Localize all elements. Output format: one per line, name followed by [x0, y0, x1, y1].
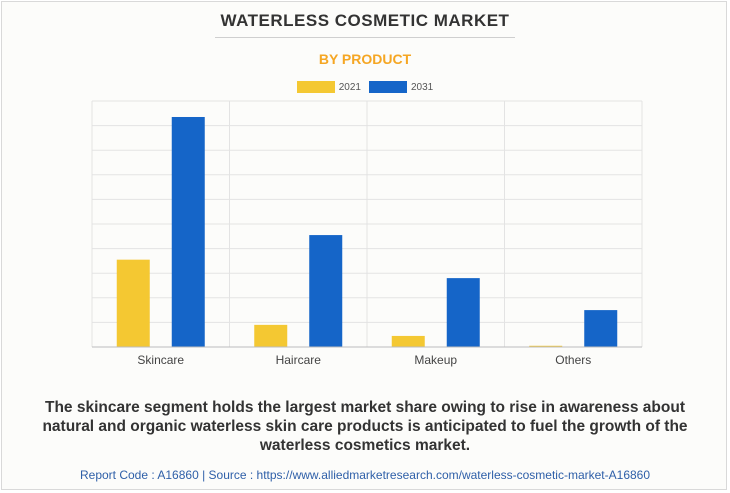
legend-swatch-2031	[369, 81, 407, 93]
bar-2021-others	[529, 345, 563, 347]
x-tick-label-others: Others	[555, 353, 591, 367]
legend-swatch-2021	[296, 81, 335, 93]
legend-label-2031: 2031	[411, 81, 434, 93]
bar-2031-haircare	[309, 235, 343, 347]
legend-label-2021: 2021	[338, 81, 361, 93]
legend-item-2021: 2021	[296, 81, 361, 93]
x-tick-label-makeup: Makeup	[414, 353, 457, 367]
bar-2021-skincare	[116, 259, 150, 347]
source-footer: Report Code : A16860 | Source : https://…	[79, 468, 651, 482]
legend: 2021 2031	[0, 80, 730, 94]
bar-2031-skincare	[171, 116, 205, 348]
bar-2021-haircare	[254, 324, 288, 347]
x-tick-label-skincare: Skincare	[137, 353, 184, 367]
chart-subtitle: BY PRODUCT	[318, 51, 412, 67]
title-divider	[215, 37, 515, 38]
chart-title: WATERLESS COSMETIC MARKET	[220, 11, 510, 30]
bar-2021-makeup	[391, 335, 425, 347]
x-tick-label-haircare: Haircare	[276, 353, 322, 367]
chart-caption: The skincare segment holds the largest m…	[42, 399, 688, 454]
bar-2031-makeup	[446, 278, 480, 347]
legend-item-2031: 2031	[369, 81, 433, 93]
bar-2031-others	[584, 310, 618, 347]
